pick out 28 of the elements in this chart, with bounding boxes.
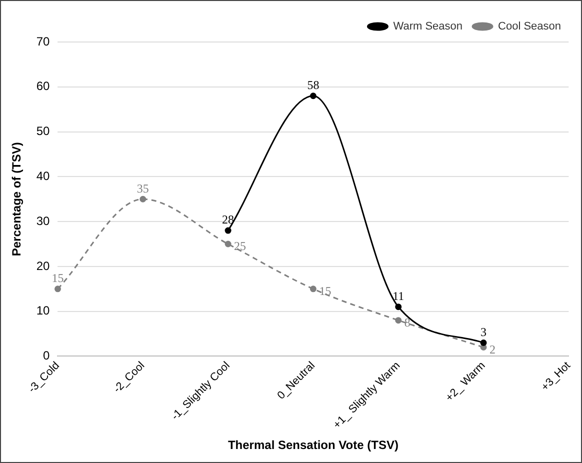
data-label: 11 (392, 289, 404, 304)
y-tick-label: 20 (36, 258, 50, 273)
point (140, 196, 146, 202)
data-label: 8 (404, 315, 410, 330)
data-label: 35 (136, 181, 149, 196)
point (54, 286, 61, 292)
y-tick-label: 40 (36, 168, 50, 183)
y-tick-label: 60 (36, 79, 50, 94)
point (310, 286, 316, 292)
point (480, 340, 487, 346)
data-label: 2 (490, 342, 496, 356)
y-axis-title: Percentage of (TSV) (10, 142, 24, 256)
y-tick-label: 10 (36, 304, 50, 318)
x-axis-title: Thermal Sensation Vote (TSV) (228, 438, 398, 452)
y-tick-label: 0 (43, 348, 50, 363)
y-tick-label: 30 (36, 214, 50, 228)
point (224, 240, 232, 248)
data-label: 15 (52, 271, 64, 286)
point (310, 92, 316, 100)
point (395, 304, 402, 310)
legend-label: Warm Season (393, 20, 463, 33)
y-tick-label: 50 (36, 124, 50, 138)
data-label: 58 (307, 78, 320, 92)
legend-label: Cool Season (498, 20, 562, 33)
data-label: 3 (480, 324, 487, 339)
point (395, 317, 402, 324)
point (224, 227, 232, 234)
y-tick-label: 70 (36, 34, 50, 48)
